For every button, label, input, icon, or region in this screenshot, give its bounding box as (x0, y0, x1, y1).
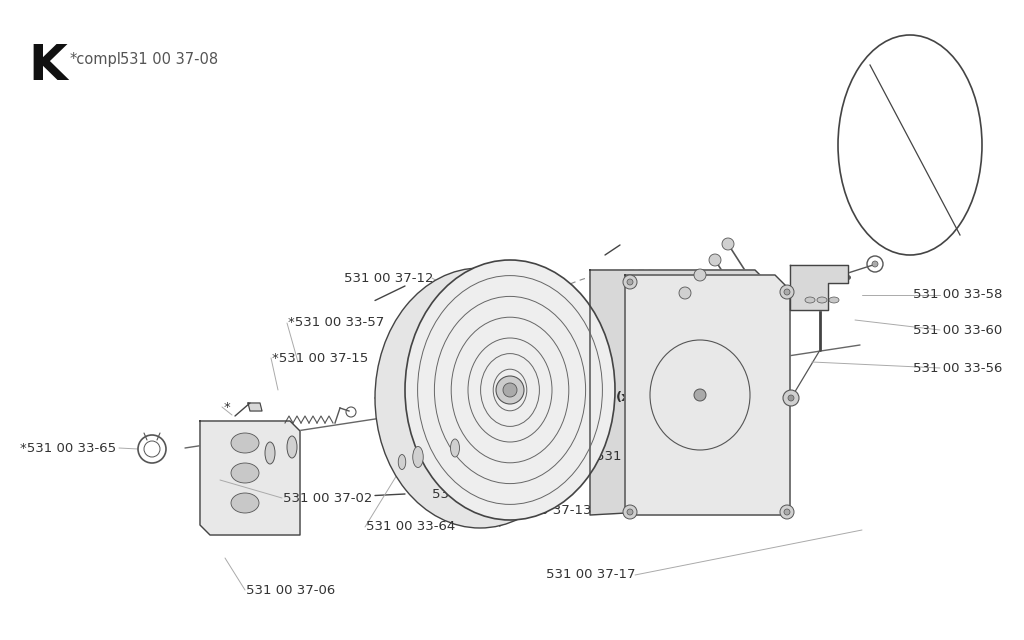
Text: *: * (224, 401, 230, 413)
Circle shape (780, 505, 794, 519)
Ellipse shape (287, 436, 297, 458)
Circle shape (709, 254, 721, 266)
Text: 531 00 37-06: 531 00 37-06 (246, 584, 335, 596)
Text: 531 00 37-13: 531 00 37-13 (502, 504, 592, 516)
Text: (x4): (x4) (616, 390, 646, 403)
Text: *531 00 33-57: *531 00 33-57 (288, 317, 384, 330)
Circle shape (623, 505, 637, 519)
Circle shape (784, 509, 790, 515)
Circle shape (694, 269, 706, 281)
Text: 531 00 37-16: 531 00 37-16 (470, 323, 559, 337)
Polygon shape (248, 403, 262, 411)
Text: *531 00 33-65: *531 00 33-65 (20, 442, 116, 454)
Text: 531 00 37-17: 531 00 37-17 (546, 568, 635, 582)
Ellipse shape (817, 297, 827, 303)
Circle shape (496, 376, 524, 404)
Text: 531 00 37-14: 531 00 37-14 (432, 488, 521, 500)
Circle shape (503, 383, 517, 397)
Ellipse shape (231, 463, 259, 483)
Ellipse shape (451, 439, 460, 457)
Text: 531 00 37-12: 531 00 37-12 (343, 271, 433, 285)
Circle shape (722, 238, 734, 250)
Ellipse shape (413, 447, 423, 467)
Ellipse shape (265, 442, 275, 464)
Circle shape (627, 509, 633, 515)
Ellipse shape (805, 297, 815, 303)
Ellipse shape (231, 493, 259, 513)
Ellipse shape (375, 268, 585, 528)
Text: 531 00 33-64: 531 00 33-64 (366, 520, 456, 534)
Circle shape (784, 289, 790, 295)
Text: K: K (28, 42, 67, 90)
Text: 531 00 33-56: 531 00 33-56 (912, 362, 1002, 374)
Ellipse shape (398, 454, 406, 470)
Ellipse shape (406, 260, 615, 520)
Text: 725 52 93-01: 725 52 93-01 (518, 390, 612, 403)
Polygon shape (625, 275, 790, 515)
Circle shape (788, 395, 794, 401)
Text: 531 00 37-02: 531 00 37-02 (283, 492, 373, 504)
Circle shape (694, 389, 706, 401)
Text: *531 00 37-15: *531 00 37-15 (272, 351, 369, 365)
Text: 531 00 33-60: 531 00 33-60 (912, 323, 1002, 337)
Circle shape (623, 275, 637, 289)
Circle shape (780, 285, 794, 299)
Polygon shape (790, 265, 848, 310)
Polygon shape (200, 421, 300, 535)
Ellipse shape (231, 433, 259, 453)
Text: 531 00 33-58: 531 00 33-58 (912, 289, 1002, 301)
Text: 531 00 37-03: 531 00 37-03 (596, 451, 685, 463)
Ellipse shape (829, 297, 839, 303)
Circle shape (627, 279, 633, 285)
Polygon shape (590, 270, 770, 515)
Text: 531 00 37-08: 531 00 37-08 (120, 52, 218, 67)
Circle shape (679, 287, 691, 299)
Text: *compl: *compl (70, 52, 122, 67)
Circle shape (872, 261, 878, 267)
Circle shape (783, 390, 799, 406)
